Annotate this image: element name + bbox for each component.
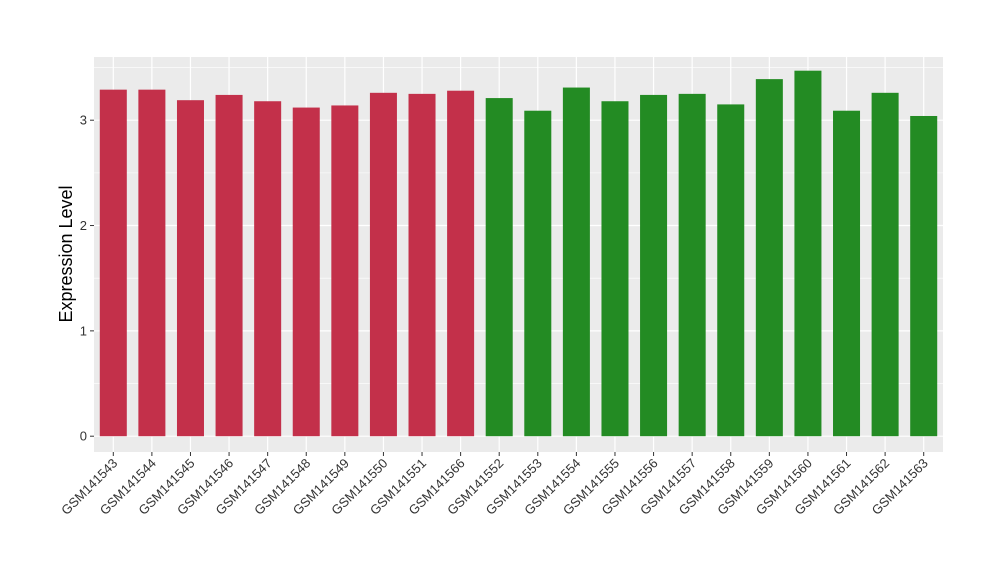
y-axis: 0 1 2 3 <box>80 113 94 444</box>
bar-GSM141549 <box>331 105 359 437</box>
y-tick-label: 0 <box>80 429 87 444</box>
bar-GSM141552 <box>485 98 513 437</box>
bar-GSM141560 <box>794 70 822 437</box>
bar-GSM141561 <box>833 110 861 437</box>
bar-GSM141545 <box>176 100 204 437</box>
bar-GSM141556 <box>640 94 668 437</box>
bar-GSM141548 <box>292 107 320 437</box>
bar-GSM141546 <box>215 94 243 437</box>
bar-GSM141559 <box>755 79 783 437</box>
y-tick-label: 2 <box>80 218 87 233</box>
bar-GSM141543 <box>99 89 127 437</box>
y-tick-label: 1 <box>80 323 87 338</box>
y-axis-title: Expression Level <box>56 185 76 322</box>
y-tick-label: 3 <box>80 113 87 128</box>
bar-GSM141544 <box>138 89 166 437</box>
bar-GSM141562 <box>871 92 899 437</box>
bar-GSM141555 <box>601 101 629 437</box>
bar-GSM141566 <box>447 90 475 437</box>
bar-GSM141551 <box>408 93 436 437</box>
bar-GSM141547 <box>254 101 282 437</box>
bar-GSM141550 <box>369 92 397 437</box>
bar-GSM141563 <box>910 115 938 437</box>
bars <box>99 70 938 437</box>
bar-GSM141558 <box>717 104 745 437</box>
x-axis: GSM141543GSM141544GSM141545GSM141546GSM1… <box>58 452 931 518</box>
bar-GSM141554 <box>562 87 590 437</box>
bar-GSM141557 <box>678 93 706 437</box>
bar-GSM141553 <box>524 110 552 437</box>
